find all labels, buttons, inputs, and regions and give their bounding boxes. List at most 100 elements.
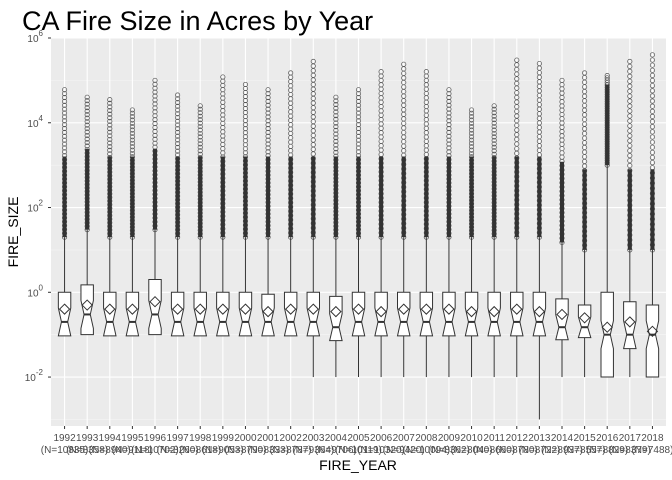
outlier-point: [446, 129, 452, 135]
x-tick-label-count: (N=8780): [496, 445, 538, 456]
outlier-point: [627, 138, 633, 144]
outlier-point: [333, 98, 339, 104]
outlier-point: [84, 115, 90, 121]
outlier-point: [265, 145, 271, 151]
outlier-point: [649, 149, 655, 155]
outlier-point: [355, 110, 362, 116]
outlier-point: [627, 113, 633, 119]
outlier-band: [333, 156, 338, 238]
mean-diamond: [262, 305, 274, 318]
outlier-point: [197, 141, 203, 147]
x-tick-label-year: 2016: [596, 433, 619, 444]
outlier-point: [582, 70, 588, 76]
box-2018: [645, 52, 660, 378]
outlier-point: [62, 141, 68, 147]
outlier-point: [129, 107, 135, 113]
outlier-point: [242, 98, 248, 104]
outlier-point: [197, 124, 203, 130]
box-2008: [419, 69, 434, 378]
outlier-point: [265, 114, 271, 120]
outlier-point: [446, 110, 452, 116]
mean-diamond: [330, 305, 342, 318]
outlier-point: [604, 75, 610, 81]
outlier-band: [379, 156, 384, 238]
x-tick-label-count: (N=8358): [66, 445, 108, 456]
x-tick-label-year: 1998: [189, 433, 212, 444]
outlier-point: [129, 110, 135, 116]
outlier-point: [333, 146, 339, 152]
outlier-point: [107, 111, 113, 117]
outlier-point: [491, 144, 497, 150]
mean-diamond: [465, 305, 478, 318]
outlier-point: [627, 133, 633, 139]
outlier-point: [627, 118, 633, 124]
outlier-point: [242, 138, 248, 144]
box-2013: [532, 60, 547, 420]
outlier-point: [175, 126, 181, 132]
notched-box: [261, 293, 275, 337]
outlier-point: [129, 120, 135, 126]
outlier-band: [107, 156, 112, 238]
mean-diamond: [171, 303, 184, 315]
x-tick-label-count: (N=9706): [315, 445, 357, 456]
outlier-point: [129, 144, 135, 150]
outlier-point: [469, 130, 475, 136]
outlier-point: [559, 77, 565, 83]
x-tick-label-count: (N=8379): [609, 445, 651, 456]
outlier-point: [197, 117, 203, 123]
outlier-point: [242, 146, 248, 152]
outlier-point: [62, 114, 68, 120]
mean-diamond: [104, 303, 116, 315]
outlier-point: [265, 122, 271, 128]
outlier-point: [175, 148, 181, 154]
outlier-point: [491, 110, 497, 116]
outlier-band: [650, 169, 655, 250]
x-tick-label-year: 1994: [99, 433, 122, 444]
outlier-point: [627, 123, 633, 129]
outlier-point: [84, 129, 90, 135]
box-2010: [464, 107, 479, 378]
outlier-point: [129, 130, 135, 136]
notched-box: [622, 301, 637, 350]
x-tick-label-count: (N=8040): [451, 445, 493, 456]
mean-diamond: [375, 305, 387, 318]
mean-diamond: [646, 325, 659, 338]
outlier-point: [649, 57, 655, 63]
outlier-point: [333, 124, 339, 130]
mean-diamond: [420, 303, 433, 315]
outlier-band: [469, 156, 474, 238]
outlier-point: [355, 102, 362, 108]
outlier-point: [627, 158, 633, 164]
outlier-point: [469, 144, 475, 150]
mean-diamond: [217, 303, 229, 315]
outlier-point: [627, 143, 633, 149]
outlier-point: [333, 109, 339, 115]
outlier-point: [62, 122, 68, 128]
outlier-point: [649, 88, 655, 94]
x-tick-label-count: (N=8660): [473, 445, 515, 456]
outlier-point: [107, 129, 113, 135]
y-tick-exponent: 4: [39, 114, 44, 123]
outlier-point: [62, 87, 68, 93]
outlier-point: [265, 141, 271, 147]
outlier-point: [152, 109, 158, 115]
x-tick-label-count: (N=9053): [202, 445, 244, 456]
outlier-point: [469, 147, 475, 153]
outlier-point: [469, 137, 475, 143]
outlier-point: [84, 133, 90, 139]
outlier-point: [401, 61, 407, 67]
outlier-point: [355, 118, 362, 124]
outlier-point: [84, 108, 90, 114]
outlier-band: [311, 156, 316, 238]
outlier-point: [152, 113, 158, 119]
box-1996: [148, 77, 162, 336]
y-tick-label: 100: [27, 283, 43, 299]
outlier-band: [62, 156, 67, 238]
outlier-point: [175, 114, 181, 121]
box-2006: [374, 69, 388, 378]
box-2000: [238, 81, 253, 337]
outlier-point: [491, 141, 497, 147]
outlier-band: [153, 149, 158, 230]
outlier-point: [649, 67, 655, 73]
outlier-point: [242, 110, 248, 116]
